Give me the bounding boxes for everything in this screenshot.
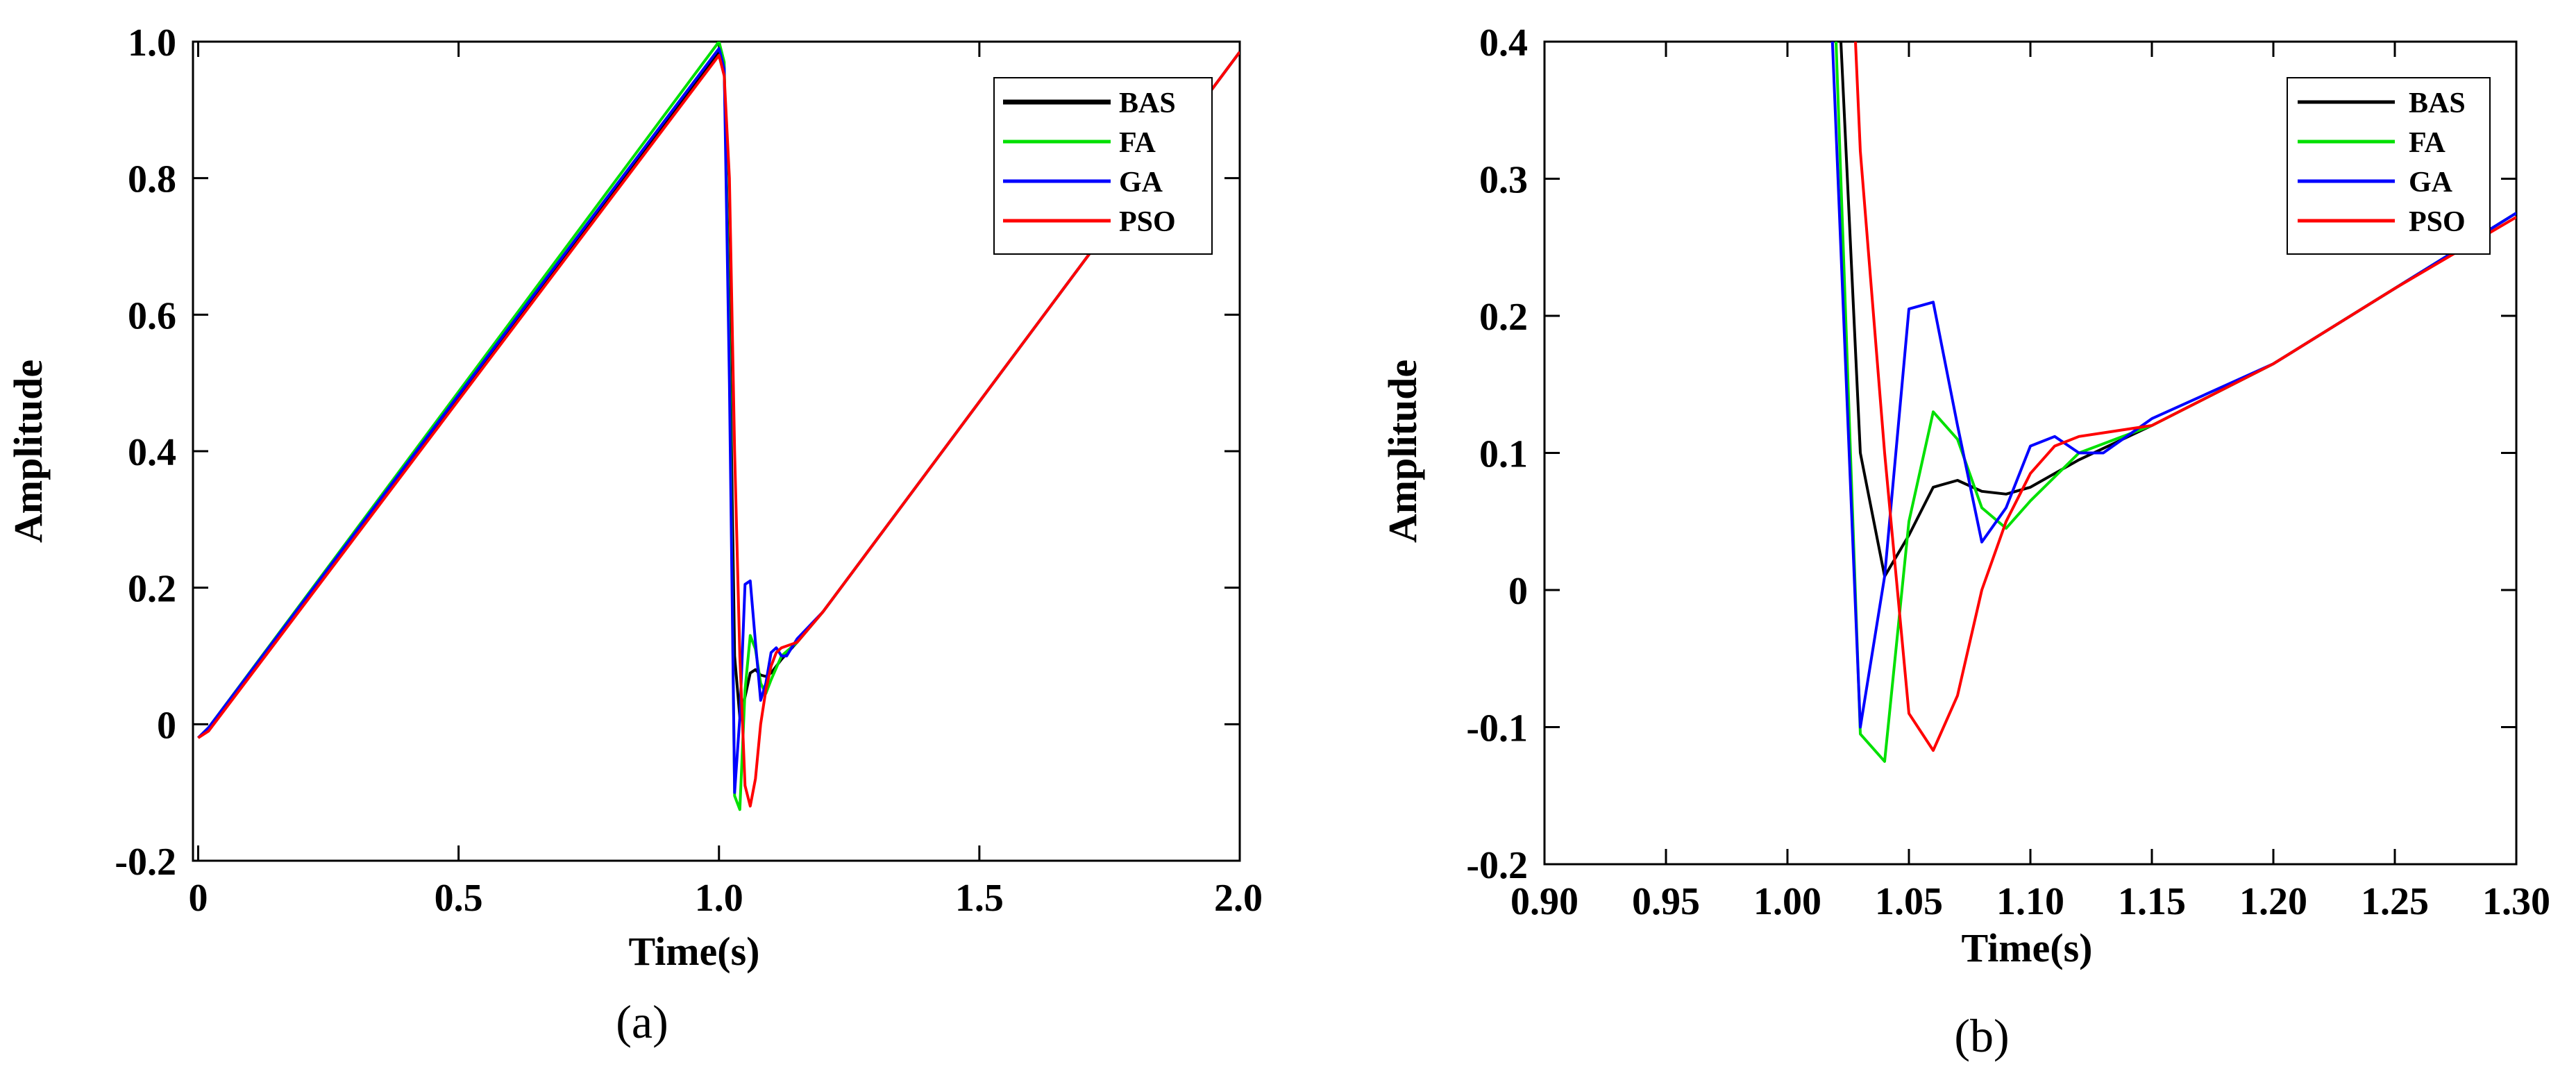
y-axis-label-a: Amplitude [6,360,51,543]
x-tick-label: 1.15 [2118,880,2186,923]
x-tick-label: 0.90 [1510,880,1579,923]
legend-b: BAS FA GA PSO [2287,77,2491,255]
caption-a: (a) [616,995,668,1048]
legend-label-pso: PSO [1119,206,1176,238]
x-tick-label: 1.20 [2239,880,2307,923]
chart-panel-b: -0.2 -0.1 0 0.1 0.2 0.3 0.4 0.90 0.95 1.00 1.05 1.… [1380,22,2550,1062]
series-line-ga [1830,42,2516,729]
y-tick-label: 0.1 [1479,433,1528,476]
y-tick-label: 0.2 [128,568,176,611]
legend-label-bas: BAS [2409,87,2466,119]
x-tick-label: 1.30 [2482,880,2550,923]
y-tick-label: -0.2 [1466,844,1528,887]
x-tick-label: 1.00 [1753,880,1821,923]
x-axis-label-a: Time(s) [628,929,759,974]
y-tick-label: 0.4 [128,431,176,474]
legend-label-ga: GA [1119,167,1163,199]
series-line-fa [197,42,1240,811]
legend-label-ga: GA [2409,167,2453,199]
y-tick-label: 0.4 [1479,22,1528,65]
y-tick-label: 1.0 [128,22,176,65]
legend-label-fa: FA [2409,127,2446,159]
legend-label-pso: PSO [2409,206,2466,238]
x-axis-label-b: Time(s) [1961,925,2092,970]
caption-b: (b) [1954,1009,2009,1062]
chart-panel-a: -0.2 0 0.2 0.4 0.6 0.8 1.0 0 0.5 1.0 1.5 2.0 Ampli… [6,22,1263,1048]
x-tick-label: 0 [189,877,208,920]
y-tick-label: 0 [157,704,176,747]
y-axis-label-b: Amplitude [1380,360,1425,543]
x-tick-label: 1.10 [1996,880,2064,923]
x-tick-label: 2.0 [1214,877,1263,920]
y-tick-label: 0.2 [1479,296,1528,339]
y-tick-label: 0.6 [128,294,176,337]
series-line-pso [197,51,1240,808]
legend-box-b [2287,77,2491,255]
y-tick-label: 0.3 [1479,159,1528,202]
y-tick-label: 0.8 [128,158,176,201]
x-tick-label: 0.95 [1632,880,1700,923]
legend-label-bas: BAS [1119,87,1176,119]
x-tick-label: 1.0 [695,877,743,920]
legend-box-a [993,77,1213,255]
x-tick-label: 1.05 [1875,880,1943,923]
series-line-pso [1854,42,2516,752]
y-tick-label: 0 [1508,570,1528,613]
y-tick-label: -0.1 [1466,707,1528,750]
legend-label-fa: FA [1119,127,1156,159]
legend-a: BAS FA GA PSO [993,77,1213,255]
series-line-ga [197,47,1240,794]
x-tick-label: 0.5 [435,877,483,920]
y-tick-label: -0.2 [115,841,176,884]
x-tick-label: 1.25 [2361,880,2429,923]
x-tick-label: 1.5 [955,877,1004,920]
